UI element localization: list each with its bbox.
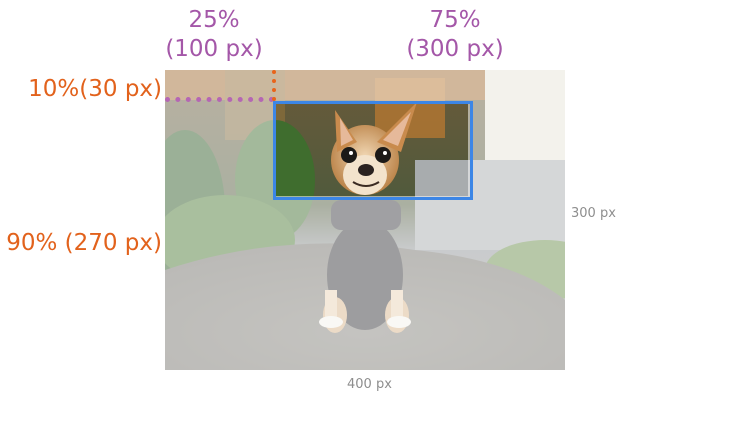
crop-width-percent: 75% [429,7,481,33]
left-offset-guide [165,97,274,102]
left-offset-percent: 25% [188,7,240,33]
photo-image-clear [274,103,468,196]
crop-height-label: 90% (270 px) [6,230,162,256]
crop-region-clear [274,103,468,196]
crop-rectangle [273,101,473,200]
width-dimension-label: 400 px [347,377,392,392]
left-offset-label: 25% (100 px) [164,6,264,64]
crop-width-px: (300 px) [406,36,504,62]
height-dimension-label: 300 px [571,206,616,221]
top-offset-guide [272,70,276,101]
chihuahua-photo [165,70,565,370]
top-offset-label: 10%(30 px) [28,76,162,102]
left-offset-px: (100 px) [165,36,263,62]
crop-width-label: 75% (300 px) [404,6,506,64]
